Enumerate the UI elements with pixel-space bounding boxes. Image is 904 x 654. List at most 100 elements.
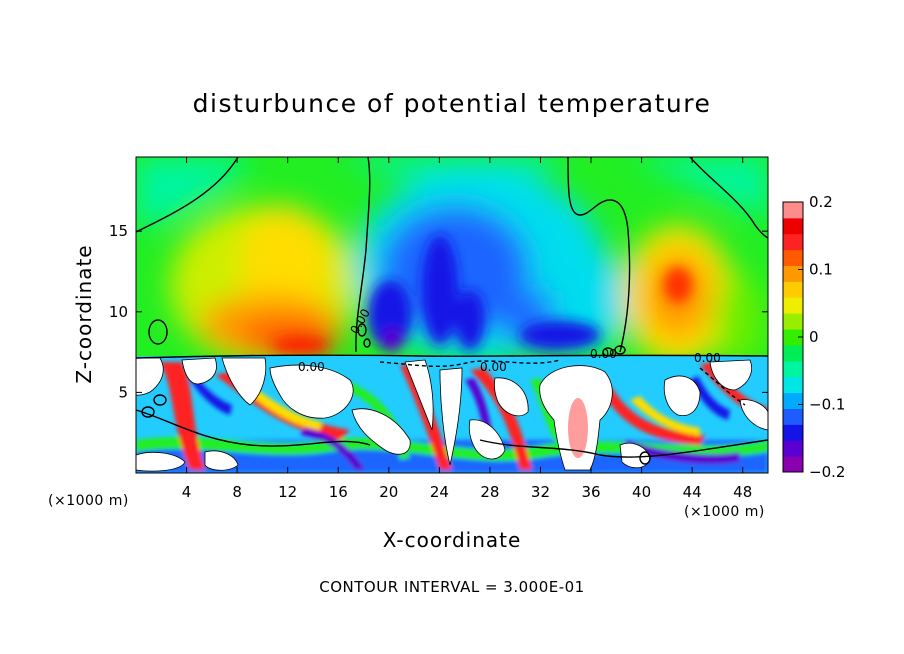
cold-core-2 (422, 235, 458, 345)
cold-core-3 (455, 290, 485, 350)
white-region-16 (204, 450, 239, 471)
white-region-10 (663, 375, 701, 417)
plot-frame (135, 156, 769, 474)
lower-blue-streak-1 (190, 376, 232, 415)
lower-blue-streak-2 (690, 376, 730, 420)
colorbar-swatch (783, 233, 803, 251)
white-region-11 (709, 359, 752, 391)
white-region-12 (739, 399, 768, 431)
pink-lobe (568, 398, 588, 458)
colorbar-swatch (783, 408, 803, 425)
y-tick-label: 10 (109, 303, 128, 321)
y-axis-label: Z-coordinate (72, 244, 96, 383)
colorbar-swatch (783, 344, 803, 362)
colorbar-tick-label: −0.2 (809, 463, 845, 481)
x-tick-label: 20 (379, 483, 398, 501)
contour-small-4 (363, 338, 371, 348)
x-tick-label: 8 (232, 483, 242, 501)
white-region-7 (439, 367, 463, 466)
x-unit-left: (×1000 m) (48, 493, 129, 509)
contour-small-6 (602, 347, 614, 357)
colorbar-swatch (783, 265, 803, 282)
colorbar-swatch (783, 424, 803, 441)
y-axis: 5 10 15 (109, 222, 768, 401)
x-tick-label: 16 (329, 483, 348, 501)
white-region-8 (494, 377, 529, 417)
chart-title: disturbunce of potential temperature (193, 89, 712, 118)
lower-field (136, 356, 768, 473)
contour-interval-note: CONTOUR INTERVAL = 3.000E-01 (319, 578, 584, 596)
warm-yellow-left-core (240, 205, 330, 325)
warm-core-left (272, 337, 328, 353)
contour-dashed-2 (699, 367, 746, 406)
colorbar-swatch (783, 360, 803, 378)
contour-small-3 (357, 323, 367, 337)
contour-small-2 (153, 394, 167, 406)
colorbar-tick-label: 0.1 (809, 261, 833, 279)
lower-purple-streak-1 (300, 428, 365, 470)
white-region-3 (221, 357, 267, 406)
contour-small-7 (614, 345, 626, 355)
lower-yellow-streak-2 (630, 396, 700, 436)
warm-core-right (664, 267, 692, 303)
white-region-1 (136, 357, 164, 396)
cold-core-4 (520, 321, 600, 349)
colorbar-tick-label: −0.1 (809, 396, 845, 414)
contour-zero-center (355, 157, 371, 353)
lower-red-streak-3 (400, 365, 452, 470)
colorbar-tick-label: 0 (809, 328, 819, 346)
lower-red-streak-1 (160, 362, 205, 470)
colorbar-swatch (783, 456, 803, 473)
upper-field-cores (272, 235, 692, 353)
contour-label-2: 0.00 (480, 360, 507, 374)
contour-small-1 (141, 406, 155, 418)
contour-zero-left (136, 157, 239, 233)
contour-small-5 (639, 451, 651, 465)
colorbar-swatch (783, 392, 803, 409)
x-tick-label: 40 (632, 483, 651, 501)
white-region-13 (468, 419, 506, 460)
contour-lower-1 (136, 409, 371, 447)
x-tick-label: 12 (278, 483, 297, 501)
colorbar-swatch (783, 329, 803, 346)
colorbar-swatch (783, 313, 803, 330)
x-tick-label: 48 (733, 483, 752, 501)
green-strip-right (715, 275, 765, 365)
colorbar-swatch (783, 440, 803, 457)
colorbar-ticks: 0.2 0.1 0 −0.1 −0.2 (798, 193, 845, 481)
cold-core-5 (382, 328, 402, 352)
white-region-2 (181, 357, 217, 385)
contour-zero-right (567, 157, 631, 353)
white-region-4 (269, 364, 354, 419)
contour-label-1: 0.00 (298, 360, 325, 374)
upper-cyan-top-left (136, 157, 250, 230)
upper-cyan-top-right (630, 157, 768, 220)
lower-yellow-streak-1 (250, 390, 322, 430)
x-tick-label: 32 (531, 483, 550, 501)
colorbar-tick-label: 0.2 (809, 193, 833, 211)
x-axis-label: X-coordinate (383, 528, 522, 552)
x-axis: 4 8 12 16 20 24 28 32 36 40 44 48 (182, 157, 752, 501)
colorbar-swatch (783, 249, 803, 267)
white-region-5 (351, 408, 411, 455)
cold-core-1 (368, 280, 412, 350)
contour-lower-2 (479, 439, 768, 458)
contour-interface (136, 354, 768, 359)
x-tick-label: 28 (480, 483, 499, 501)
contour-lines (136, 157, 768, 465)
colorbar (783, 202, 803, 473)
contour-loop-left (148, 319, 168, 345)
plot-area (136, 157, 768, 473)
x-unit-right: (×1000 m) (684, 504, 765, 520)
y-tick-label: 5 (118, 383, 128, 401)
contour-label-3: 0.00 (590, 347, 617, 361)
lower-purple-streak-3 (625, 440, 740, 465)
x-tick-label: 36 (581, 483, 600, 501)
white-region-15 (136, 451, 186, 472)
colorbar-swatch (783, 297, 803, 314)
colorbar-swatch (783, 376, 803, 394)
contour-dashed-1 (379, 359, 561, 368)
x-tick-label: 4 (182, 483, 192, 501)
colorbar-swatch (783, 217, 803, 235)
